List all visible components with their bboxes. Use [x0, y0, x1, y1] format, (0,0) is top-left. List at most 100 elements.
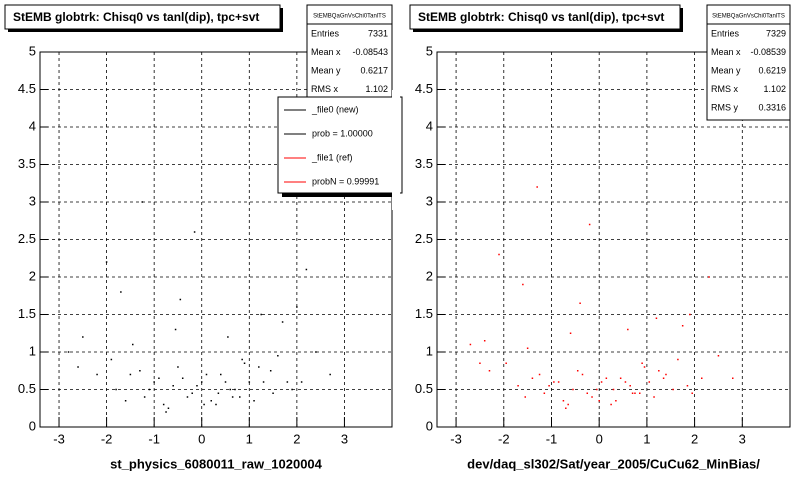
- point: [488, 370, 491, 372]
- point: [624, 381, 627, 383]
- point: [129, 373, 132, 376]
- point: [562, 400, 565, 402]
- title-box: [4, 4, 281, 30]
- y-tick-label: 3.5: [415, 156, 433, 171]
- legend-label: probN = 0.99991: [312, 176, 379, 186]
- y-tick-label: 0.5: [415, 381, 433, 396]
- y-tick-label: 5: [426, 43, 433, 58]
- point: [181, 377, 184, 379]
- legend-box: [277, 96, 403, 194]
- point: [569, 332, 572, 334]
- point: [505, 362, 507, 364]
- point: [227, 336, 229, 338]
- stats-title: StEMBQaGnVsChi0TanlTS: [712, 14, 785, 20]
- point: [600, 381, 603, 383]
- title-box: [409, 4, 681, 30]
- point: [215, 403, 217, 406]
- point: [231, 396, 234, 398]
- x-tick-label: -2: [498, 431, 510, 446]
- point: [124, 400, 127, 402]
- point: [629, 385, 631, 387]
- point: [586, 392, 589, 394]
- point: [538, 373, 541, 376]
- point: [186, 396, 189, 398]
- point: [732, 377, 734, 379]
- x-tick-label: 0: [596, 431, 603, 446]
- point: [269, 370, 272, 372]
- y-tick-label: 0: [426, 418, 433, 433]
- point: [691, 392, 693, 394]
- point: [610, 403, 612, 406]
- point: [517, 385, 519, 387]
- point: [648, 381, 651, 383]
- stats-box: [306, 4, 393, 101]
- point: [596, 388, 598, 391]
- point: [286, 381, 289, 383]
- point: [479, 362, 481, 364]
- x-tick-label: -3: [53, 431, 65, 446]
- point: [105, 261, 108, 263]
- point: [619, 377, 622, 379]
- y-tick-label: 2.5: [18, 231, 36, 246]
- point: [67, 351, 70, 353]
- point: [153, 381, 155, 383]
- stats-title: StEMBQaGnVsChi0TanlTS: [313, 14, 386, 20]
- point: [162, 403, 165, 406]
- y-tick-label: 3.5: [18, 156, 36, 171]
- point: [296, 306, 298, 308]
- x-tick-label: 3: [739, 431, 746, 446]
- point: [143, 396, 146, 398]
- point: [305, 268, 308, 271]
- point: [672, 388, 674, 391]
- point: [234, 388, 236, 391]
- point: [567, 403, 569, 406]
- x-axis-label: st_physics_6080011_raw_1020004: [110, 456, 323, 471]
- point: [210, 400, 212, 402]
- point: [581, 373, 584, 376]
- point: [82, 336, 84, 338]
- point: [158, 377, 160, 379]
- point: [141, 201, 144, 203]
- y-tick-label: 5: [29, 43, 36, 58]
- point: [220, 373, 222, 376]
- clip-edge: [392, 90, 400, 210]
- x-tick-label: -2: [101, 431, 113, 446]
- point: [686, 385, 689, 387]
- point: [115, 388, 117, 391]
- legend-label: prob = 1.00000: [312, 128, 373, 138]
- point: [272, 392, 274, 394]
- point: [243, 362, 246, 364]
- point: [193, 231, 196, 233]
- point: [634, 392, 636, 394]
- point: [177, 366, 179, 368]
- point: [110, 358, 113, 361]
- chart-title: StEMB globtrk: Chisq0 vs tanl(dip), tpc+…: [418, 10, 664, 24]
- point: [553, 381, 555, 383]
- y-tick-label: 4: [29, 118, 36, 133]
- point: [167, 407, 170, 409]
- stats-key: RMS x: [711, 84, 739, 94]
- point: [179, 298, 182, 301]
- y-tick-label: 3: [426, 193, 433, 208]
- x-tick-label: -1: [546, 431, 558, 446]
- x-tick-label: -1: [148, 431, 160, 446]
- y-tick-label: 3: [29, 193, 36, 208]
- point: [191, 392, 193, 394]
- point: [239, 396, 241, 398]
- point: [598, 400, 600, 402]
- stats-key: RMS x: [311, 84, 339, 94]
- point: [291, 388, 293, 391]
- y-tick-label: 1: [29, 343, 36, 358]
- point: [203, 403, 205, 406]
- point: [300, 381, 303, 383]
- x-tick-label: 1: [643, 431, 650, 446]
- x-axis-label: dev/daq_sl302/Sat/year_2005/CuCu62_MinBi…: [467, 456, 760, 471]
- x-tick-label: 2: [293, 431, 300, 446]
- point: [277, 355, 279, 357]
- point: [483, 340, 486, 342]
- point: [524, 396, 526, 398]
- point: [655, 317, 658, 319]
- point: [139, 370, 141, 372]
- y-tick-label: 0.5: [18, 381, 36, 396]
